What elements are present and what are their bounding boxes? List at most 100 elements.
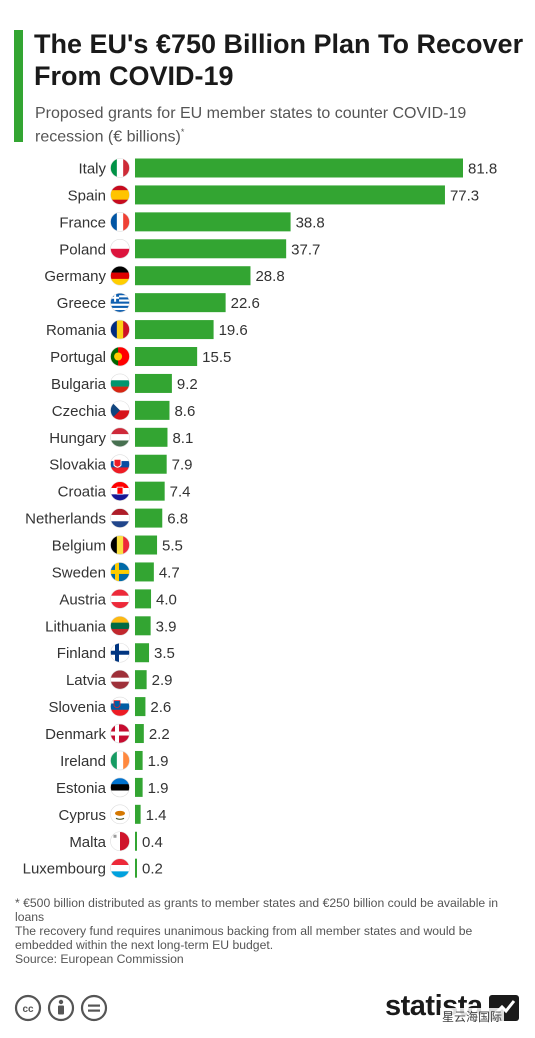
germany-flag-icon [110,265,130,286]
bar [135,454,167,474]
bar-row-poland: Poland 37.7 [59,238,320,259]
bar [135,589,152,609]
footnote-note: The recovery fund requires unanimous bac… [15,924,473,952]
value-label: 19.6 [219,322,248,339]
croatia-flag-icon [110,481,130,501]
bar [135,185,445,205]
value-label: 1.4 [146,807,167,824]
category-label: Netherlands [25,511,106,528]
finland-flag-icon [110,642,130,663]
bar [135,508,163,528]
value-label: 28.8 [255,268,284,285]
bar-row-romania: Romania 19.6 [46,319,248,340]
bar-row-ireland: Ireland 1.9 [60,750,169,771]
value-label: 3.9 [156,618,177,635]
category-label: Germany [44,268,106,285]
bar [135,858,137,878]
value-label: 5.5 [162,538,183,555]
value-label: 6.8 [167,511,188,528]
value-label: 9.2 [177,376,198,393]
category-label: Luxembourg [23,861,106,878]
category-label: Poland [59,241,106,258]
france-flag-icon [110,212,130,232]
nd-icon[interactable] [80,994,108,1022]
category-label: Slovakia [49,457,106,474]
footnote-asterisk: * €500 billion distributed as grants to … [15,896,499,924]
value-label: 4.7 [159,564,180,581]
bar [135,616,151,636]
category-label: Finland [57,645,106,662]
subtitle-marker: * [180,127,185,137]
italy-flag-icon [110,158,130,178]
bar [135,266,251,286]
slovakia-flag-icon [110,454,130,475]
value-label: 81.8 [468,161,497,178]
category-label: Latvia [66,672,107,689]
bar [135,158,463,178]
bar-row-belgium: Belgium 5.5 [52,535,183,555]
value-label: 8.1 [172,430,193,447]
bar [135,697,146,717]
bar-row-hungary: Hungary 8.1 [49,427,193,448]
value-label: 0.4 [142,834,163,851]
category-label: France [59,214,106,231]
ireland-flag-icon [110,750,130,771]
portugal-flag-icon [110,346,130,367]
category-label: Portugal [50,349,106,366]
greece-flag-icon [110,292,130,313]
lithuania-flag-icon [110,616,130,636]
value-label: 2.6 [150,699,171,716]
category-label: Spain [68,187,106,204]
category-label: Denmark [45,726,106,743]
bar-row-france: France 38.8 [59,212,325,232]
category-label: Italy [78,161,106,178]
cc-icon[interactable]: cc [14,994,42,1022]
category-label: Estonia [56,780,107,797]
source-note: Source: European Commission [15,952,184,966]
belgium-flag-icon [110,535,130,555]
svg-text:cc: cc [22,1004,34,1015]
category-label: Cyprus [58,807,106,824]
bar [135,427,168,447]
value-label: 8.6 [174,403,195,420]
value-label: 38.8 [296,214,325,231]
bar [135,239,287,259]
category-label: Croatia [58,484,107,501]
value-label: 1.9 [148,753,169,770]
bar [135,724,144,744]
bar [135,320,214,340]
denmark-flag-icon [110,723,130,744]
luxembourg-flag-icon [110,858,130,878]
chart-title: The EU's €750 Billion Plan To Recover Fr… [34,29,524,91]
bar-row-italy: Italy 81.8 [78,158,497,178]
title-accent-bar [14,30,23,142]
chart-subtitle: Proposed grants for EU member states to … [35,104,505,146]
bar-row-germany: Germany 28.8 [44,265,285,286]
category-label: Ireland [60,753,106,770]
austria-flag-icon [110,589,130,609]
bar [135,347,198,367]
category-label: Slovenia [48,699,106,716]
bar [135,212,291,232]
romania-flag-icon [110,319,130,340]
slovenia-flag-icon [110,696,130,717]
bar-row-netherlands: Netherlands 6.8 [25,508,188,528]
value-label: 7.4 [170,484,191,501]
czechia-flag-icon [110,400,130,421]
bar-row-spain: Spain 77.3 [68,185,479,205]
bar-row-slovenia: Slovenia 2.6 [48,696,171,717]
bar-row-denmark: Denmark 2.2 [45,723,170,744]
bar-row-luxembourg: Luxembourg 0.2 [23,858,163,878]
estonia-flag-icon [110,777,130,798]
category-label: Sweden [52,564,106,581]
bar [135,831,137,851]
malta-flag-icon [110,831,130,852]
category-label: Malta [69,834,106,851]
by-icon[interactable] [47,994,75,1022]
value-label: 77.3 [450,187,479,204]
bulgaria-flag-icon [110,373,130,394]
latvia-flag-icon [110,669,130,690]
bar-row-cyprus: Cyprus 1.4 [58,804,167,825]
value-label: 37.7 [291,241,320,258]
value-label: 22.6 [231,295,260,312]
